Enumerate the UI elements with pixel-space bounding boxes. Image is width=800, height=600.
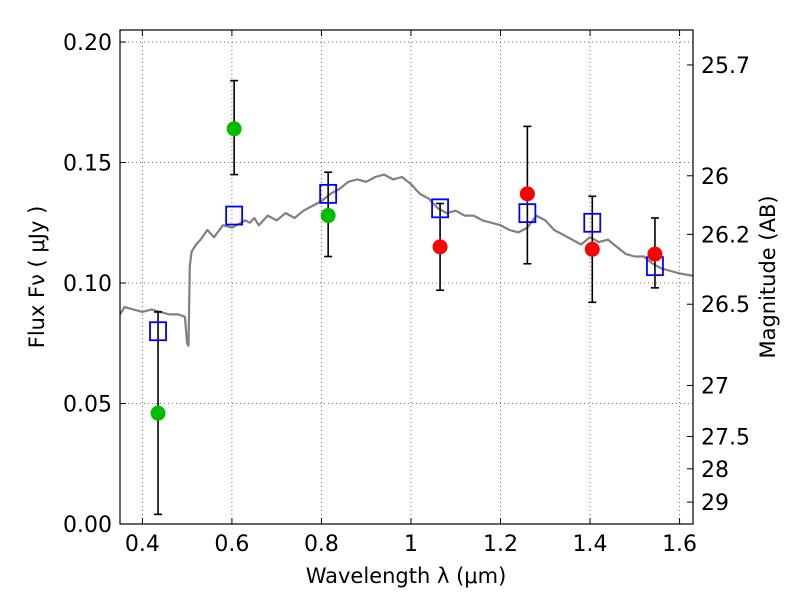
y-tick-label: 0.05	[63, 393, 112, 418]
x-tick-label: 0.8	[304, 532, 339, 557]
y-tick-label: 0.00	[63, 513, 112, 538]
green-data-point	[226, 121, 242, 137]
plot-frame	[119, 29, 694, 525]
y2-tick-label: 25.7	[701, 54, 750, 79]
model-box-marker	[319, 183, 338, 204]
error-bars	[154, 79, 659, 516]
y-tick-label: 0.20	[63, 31, 112, 56]
model-box-marker	[149, 321, 167, 342]
x-tick-label: 1	[404, 532, 418, 557]
x-tick-label: 1.4	[573, 532, 608, 557]
model-spectrum-line	[120, 173, 693, 347]
x-tick-label: 0.6	[214, 532, 249, 557]
y2-tick-label: 26	[701, 165, 729, 190]
model-spectrum-layer	[120, 173, 693, 347]
model-photometry-boxes	[149, 183, 664, 342]
y2-tick-label: 27.5	[701, 426, 750, 451]
axis-ticks	[120, 30, 693, 525]
y2-tick-label: 26.5	[701, 293, 750, 318]
x-axis-label: Wavelength λ (μm)	[306, 564, 507, 588]
y2-tick-label: 26.2	[701, 223, 750, 248]
red-data-point	[432, 239, 448, 255]
red-data-point	[647, 246, 663, 262]
x-tick-label: 1.6	[662, 532, 697, 557]
y-tick-label: 0.15	[63, 152, 112, 177]
green-data-point	[150, 405, 166, 421]
x-tick-label: 0.4	[125, 532, 160, 557]
y2-tick-label: 28	[701, 458, 729, 483]
tick-labels: 0.4 0.6 0.8 1 1.2 1.4 1.6 0.00 0.05 0.10 0.15 0.20 2…	[63, 31, 750, 557]
red-data-point	[519, 186, 535, 202]
y2-tick-label: 27	[701, 374, 729, 399]
y2-tick-label: 29	[701, 491, 729, 516]
y-axis-label: Flux Fν ( μJy )	[25, 206, 49, 349]
red-data-point	[584, 241, 600, 257]
y2-axis-label: Magnitude (AB)	[756, 195, 780, 358]
model-box-marker	[518, 203, 537, 224]
green-data-point	[320, 208, 336, 224]
y-tick-label: 0.10	[63, 272, 112, 297]
model-box-marker	[225, 205, 244, 226]
observed-photometry-points	[150, 121, 663, 421]
x-tick-label: 1.2	[483, 532, 518, 557]
model-box-marker	[431, 198, 449, 219]
grid	[120, 30, 693, 525]
model-box-marker	[583, 212, 602, 233]
